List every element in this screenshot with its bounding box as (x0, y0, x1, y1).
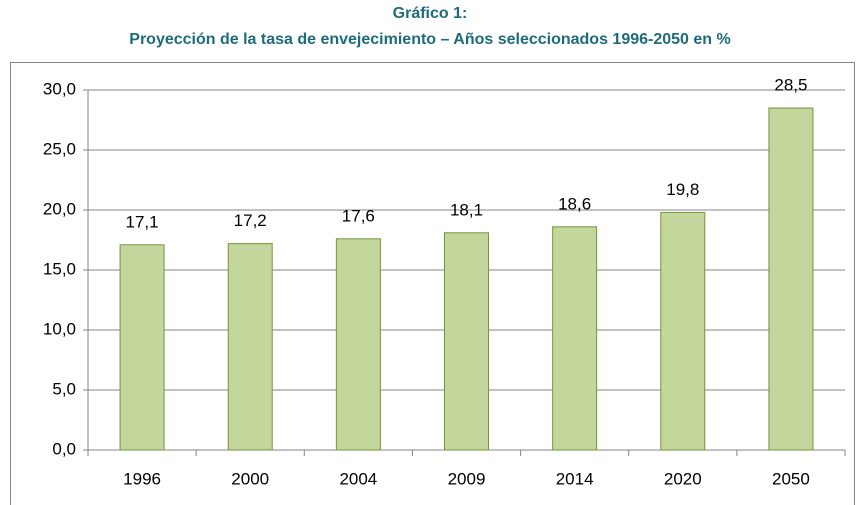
y-tick-label: 5,0 (52, 379, 76, 398)
x-tick-label: 2050 (772, 469, 810, 488)
x-tick-label: 2014 (556, 469, 594, 488)
y-tick-label: 25,0 (43, 139, 76, 158)
bar (444, 232, 489, 451)
y-tick-label: 10,0 (43, 319, 76, 338)
chart-frame (10, 62, 855, 505)
value-label: 19,8 (666, 180, 699, 199)
x-tick-label: 2009 (448, 469, 486, 488)
bar (660, 211, 706, 451)
value-label: 17,2 (234, 211, 267, 230)
chart-title: Gráfico 1: (393, 5, 468, 22)
value-label: 18,1 (450, 200, 483, 219)
bar (768, 107, 814, 451)
bar (335, 238, 381, 451)
chart-subtitle: Proyección de la tasa de envejecimiento … (129, 31, 730, 48)
value-label: 18,6 (558, 194, 591, 213)
x-tick-label: 2020 (664, 469, 702, 488)
x-tick-label: 2000 (231, 469, 269, 488)
bar (552, 226, 598, 451)
bar (119, 244, 165, 451)
value-label: 17,6 (342, 206, 375, 225)
y-tick-label: 20,0 (43, 199, 76, 218)
value-label: 28,5 (774, 75, 807, 94)
y-tick-label: 30,0 (43, 79, 76, 98)
x-tick-label: 1996 (123, 469, 161, 488)
bar (227, 243, 273, 451)
y-tick-label: 15,0 (43, 259, 76, 278)
y-tick-label: 0,0 (52, 439, 76, 458)
value-label: 17,1 (126, 212, 159, 231)
x-tick-label: 2004 (339, 469, 377, 488)
